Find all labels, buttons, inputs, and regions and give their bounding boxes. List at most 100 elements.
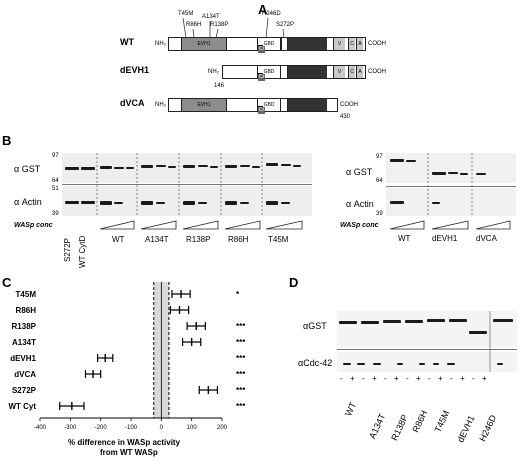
gst-blot-right	[386, 153, 516, 183]
lane-label: WT	[343, 400, 359, 418]
lane-dvca: dVCA	[476, 234, 497, 243]
category-label: WT Cyt	[8, 402, 36, 411]
treatment-sign: -	[384, 374, 387, 383]
significance-stars: ***	[236, 322, 246, 331]
x-axis-title-line1: % difference in WASp activity	[68, 438, 181, 447]
x-tick-label: -400	[34, 425, 47, 430]
conc-label: WASp conc	[14, 222, 53, 229]
lane-a134t: A134T	[145, 235, 169, 244]
treatment-sign: -	[362, 374, 365, 383]
treatment-sign: +	[482, 374, 487, 383]
x-tick-label: -300	[64, 425, 77, 430]
blot-divider	[62, 184, 312, 185]
blot-divider-right	[386, 186, 516, 187]
cterm-label: COOH	[340, 102, 358, 108]
panel-d-letter: D	[289, 275, 299, 290]
marker-97-right: 97	[376, 154, 383, 160]
x-tick-label: 100	[187, 425, 198, 430]
treatment-sign: +	[350, 374, 355, 383]
category-label: T45M	[16, 290, 37, 299]
construct-name-devh1: dEVH1	[120, 65, 150, 75]
treatment-sign: -	[450, 374, 453, 383]
gbd-label: GBD	[263, 41, 275, 47]
category-label: S272P	[12, 386, 37, 395]
x-tick-label: 200	[217, 425, 228, 430]
nterm-label: NH₂	[155, 41, 166, 47]
proline-rich-region	[287, 38, 327, 50]
lane-label: R138P	[389, 412, 410, 443]
mutation-label: S272P	[276, 22, 295, 28]
proline-rich-region	[287, 66, 327, 78]
lane-r86h: R86H	[228, 235, 249, 244]
significance-stars: ***	[236, 370, 246, 379]
row-label-gst-right: α GST	[346, 167, 373, 177]
gst-blot-d	[337, 311, 517, 347]
lane-wt: WT	[112, 235, 125, 244]
treatment-sign: +	[460, 374, 465, 383]
nterm-label: NH₂	[208, 69, 219, 75]
row-label-cdc42: αCdc-42	[298, 358, 333, 368]
domain-a: A	[356, 38, 363, 50]
x-tick-label: -100	[125, 425, 138, 430]
category-label: R138P	[12, 322, 37, 331]
cr-label: Cr	[258, 74, 266, 81]
lane-label: dEVH1	[455, 413, 477, 444]
construct-bar-dvca: EVH1 GBD	[168, 98, 338, 112]
domain-c: C	[348, 38, 355, 50]
panel-c-letter: C	[2, 275, 12, 290]
treatment-sign: -	[340, 374, 343, 383]
marker-64: 64	[52, 178, 59, 184]
panel-a-letter: A	[258, 2, 268, 17]
blot-divider-d	[337, 349, 517, 350]
lane-label-row: WT A134T R138P R86H T45M dEVH1 H246D	[337, 384, 517, 454]
spacer	[281, 38, 287, 50]
construct-bar-devh1: GBD V C A	[222, 65, 366, 79]
lane-label-s272p: S272P	[63, 237, 72, 262]
sign-row: - + - + - + - + - + - + - +	[337, 374, 517, 384]
significance-stars: ***	[236, 354, 246, 363]
domain-evh1: EVH1	[181, 99, 227, 111]
mutation-label: T45M	[178, 11, 194, 17]
domain-v: V	[333, 38, 345, 50]
treatment-sign: -	[472, 374, 475, 383]
cterm-label: COOH	[368, 41, 386, 47]
right-gel-bands	[389, 153, 511, 230]
lane-label: A134T	[367, 412, 388, 441]
lane-label-wt-cytd: WT CytD	[78, 235, 87, 268]
panel-d-bands	[339, 311, 513, 372]
cr-label: Cr	[258, 46, 266, 53]
panel-b-letter: B	[2, 133, 12, 148]
category-label: dEVH1	[10, 354, 36, 363]
treatment-sign: +	[394, 374, 399, 383]
row-label-actin-right: α Actin	[346, 199, 374, 209]
x-axis-title-line2: from WT WASp	[100, 448, 158, 457]
lane-wt-right: WT	[398, 234, 411, 243]
cterm-label: COOH	[368, 69, 386, 75]
treatment-sign: +	[372, 374, 377, 383]
mutation-pointer-lines	[182, 17, 285, 39]
treatment-sign: +	[416, 374, 421, 383]
start-residue: 146	[214, 83, 225, 89]
nterm-label: NH₂	[155, 102, 166, 108]
x-tick-label: 0	[160, 425, 164, 430]
activity-chart: -400 -300 -200 -100 0 100 200 T45M * R86H R138P ***…	[8, 282, 246, 430]
lane-label: R86H	[410, 408, 430, 434]
row-label-gst: α GST	[14, 164, 41, 174]
significance-stars: ***	[236, 386, 246, 395]
end-residue: 430	[340, 114, 351, 120]
left-gel-bands	[65, 153, 303, 230]
mutation-label: R86H	[186, 22, 202, 28]
marker-39-right: 39	[376, 211, 383, 217]
domain-a: A	[356, 66, 363, 78]
treatment-sign: -	[428, 374, 431, 383]
marker-97: 97	[52, 153, 59, 159]
construct-bar-wt: EVH1 GBD V C A	[168, 37, 366, 51]
domain-evh1: EVH1	[181, 38, 227, 50]
lane-label: H246D	[477, 413, 499, 444]
category-label: R86H	[16, 306, 37, 315]
treatment-sign: -	[406, 374, 409, 383]
mutation-label: H246D	[262, 11, 281, 17]
actin-blot-right	[386, 188, 516, 216]
construct-name-dvca: dVCA	[120, 98, 145, 108]
marker-39: 39	[52, 211, 59, 217]
